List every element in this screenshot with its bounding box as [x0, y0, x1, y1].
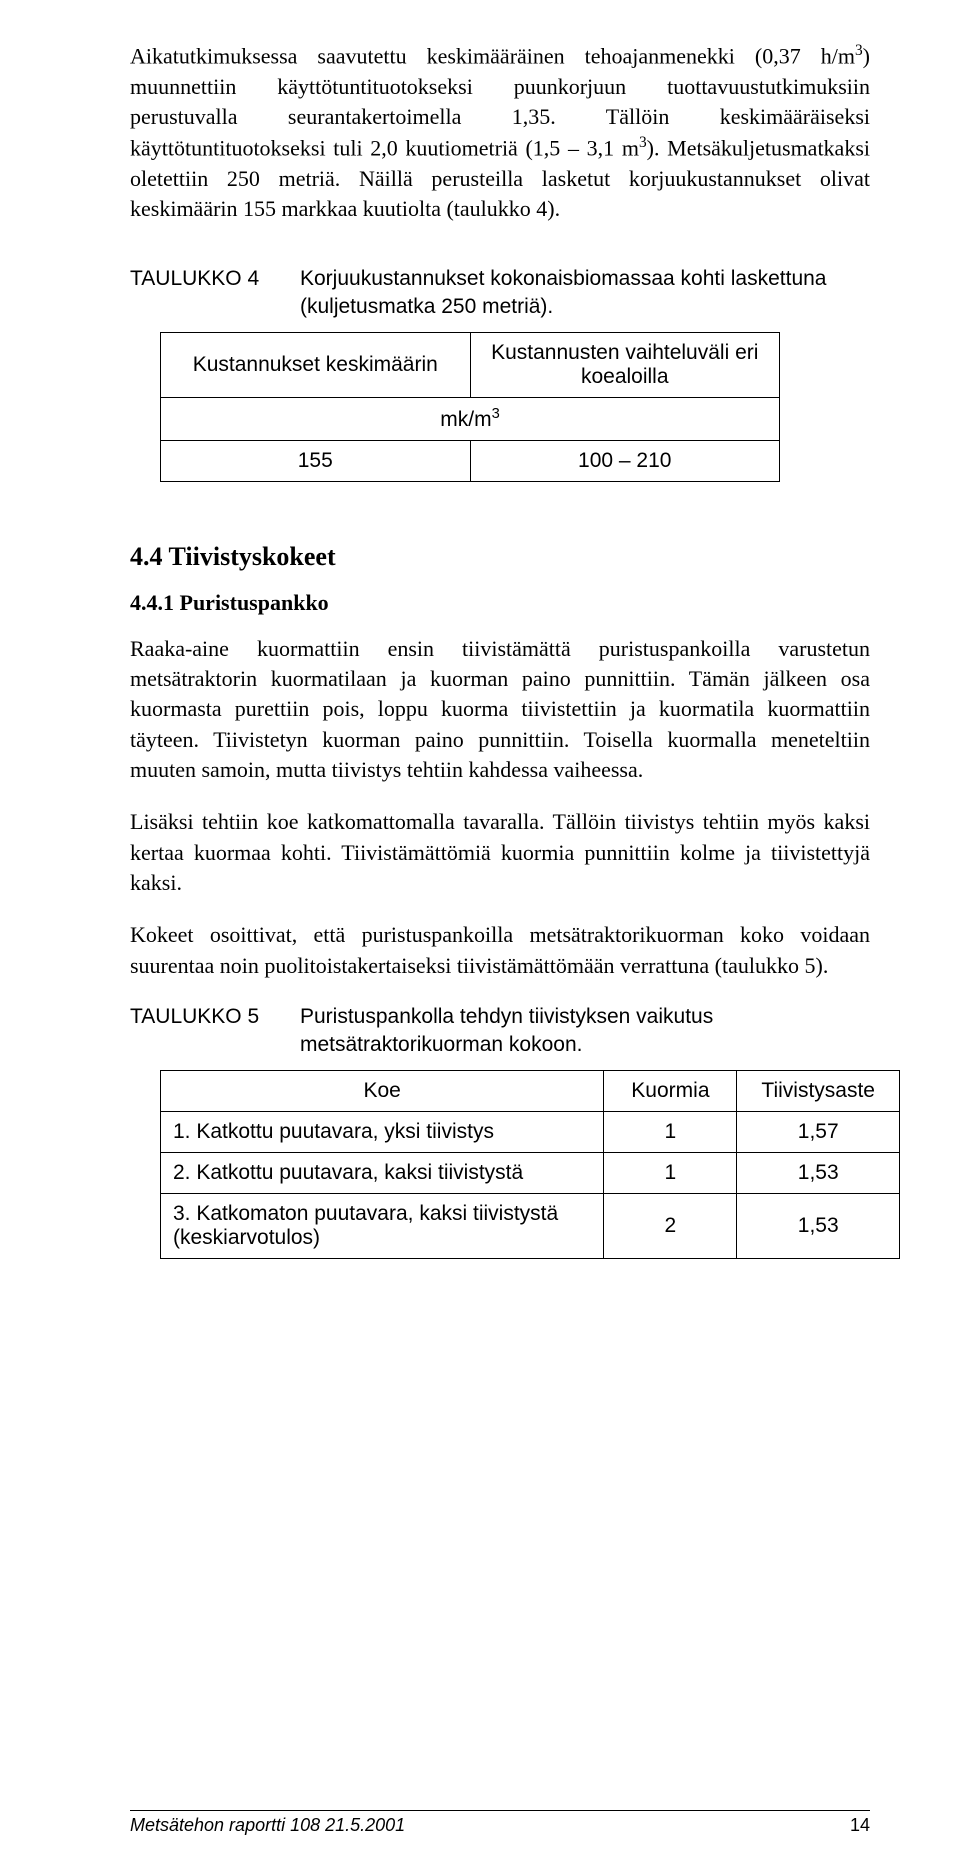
table4-caption-text: Korjuukustannukset kokonaisbiomassaa koh… [300, 265, 870, 322]
table5-caption-text: Puristuspankolla tehdyn tiivistyksen vai… [300, 1003, 870, 1060]
heading-4-4: 4.4 Tiivistyskokeet [130, 542, 870, 572]
table5-r2-c2: 2 [604, 1193, 737, 1258]
heading-4-4-1: 4.4.1 Puristuspankko [130, 590, 870, 616]
table4-value-left: 155 [161, 440, 471, 481]
footer-page-number: 14 [850, 1815, 870, 1836]
table5-caption-label: TAULUKKO 5 [130, 1003, 300, 1060]
page: Aikatutkimuksessa saavutettu keskimääräi… [0, 0, 960, 1866]
table5-r0-c3: 1,57 [737, 1111, 900, 1152]
table5-r2-c1: 3. Katkomaton puutavara, kaksi tiivistys… [161, 1193, 604, 1258]
p441c: Kokeet osoittivat, että puristuspankoill… [130, 920, 870, 981]
table5-r1-c3: 1,53 [737, 1152, 900, 1193]
table5-col1: Koe [161, 1070, 604, 1111]
table4-caption-label: TAULUKKO 4 [130, 265, 300, 322]
table4: Kustannukset keskimäärin Kustannusten va… [160, 332, 780, 482]
table5-r1-c1: 2. Katkottu puutavara, kaksi tiivistystä [161, 1152, 604, 1193]
table-row: 1. Katkottu puutavara, yksi tiivistys 1 … [161, 1111, 900, 1152]
table4-value-right: 100 – 210 [470, 440, 780, 481]
table4-header-left: Kustannukset keskimäärin [161, 332, 471, 397]
table5-r0-c2: 1 [604, 1111, 737, 1152]
table4-header-right: Kustannusten vaihteluväli eri koealoilla [470, 332, 780, 397]
page-footer: Metsätehon raportti 108 21.5.2001 14 [130, 1810, 870, 1836]
table5-col2: Kuormia [604, 1070, 737, 1111]
intro-paragraph: Aikatutkimuksessa saavutettu keskimääräi… [130, 40, 870, 225]
footer-left: Metsätehon raportti 108 21.5.2001 [130, 1815, 405, 1836]
table5-r0-c1: 1. Katkottu puutavara, yksi tiivistys [161, 1111, 604, 1152]
table5-r1-c2: 1 [604, 1152, 737, 1193]
p441a: Raaka-aine kuormattiin ensin tiivistämät… [130, 634, 870, 786]
table-row: 3. Katkomaton puutavara, kaksi tiivistys… [161, 1193, 900, 1258]
p441b: Lisäksi tehtiin koe katkomattomalla tava… [130, 807, 870, 898]
table4-caption: TAULUKKO 4 Korjuukustannukset kokonaisbi… [130, 265, 870, 322]
table5-col3: Tiivistysaste [737, 1070, 900, 1111]
table5-caption: TAULUKKO 5 Puristuspankolla tehdyn tiivi… [130, 1003, 870, 1060]
table-row: 2. Katkottu puutavara, kaksi tiivistystä… [161, 1152, 900, 1193]
table4-unit: mk/m3 [161, 397, 780, 440]
table5: Koe Kuormia Tiivistysaste 1. Katkottu pu… [160, 1070, 900, 1259]
table5-r2-c3: 1,53 [737, 1193, 900, 1258]
